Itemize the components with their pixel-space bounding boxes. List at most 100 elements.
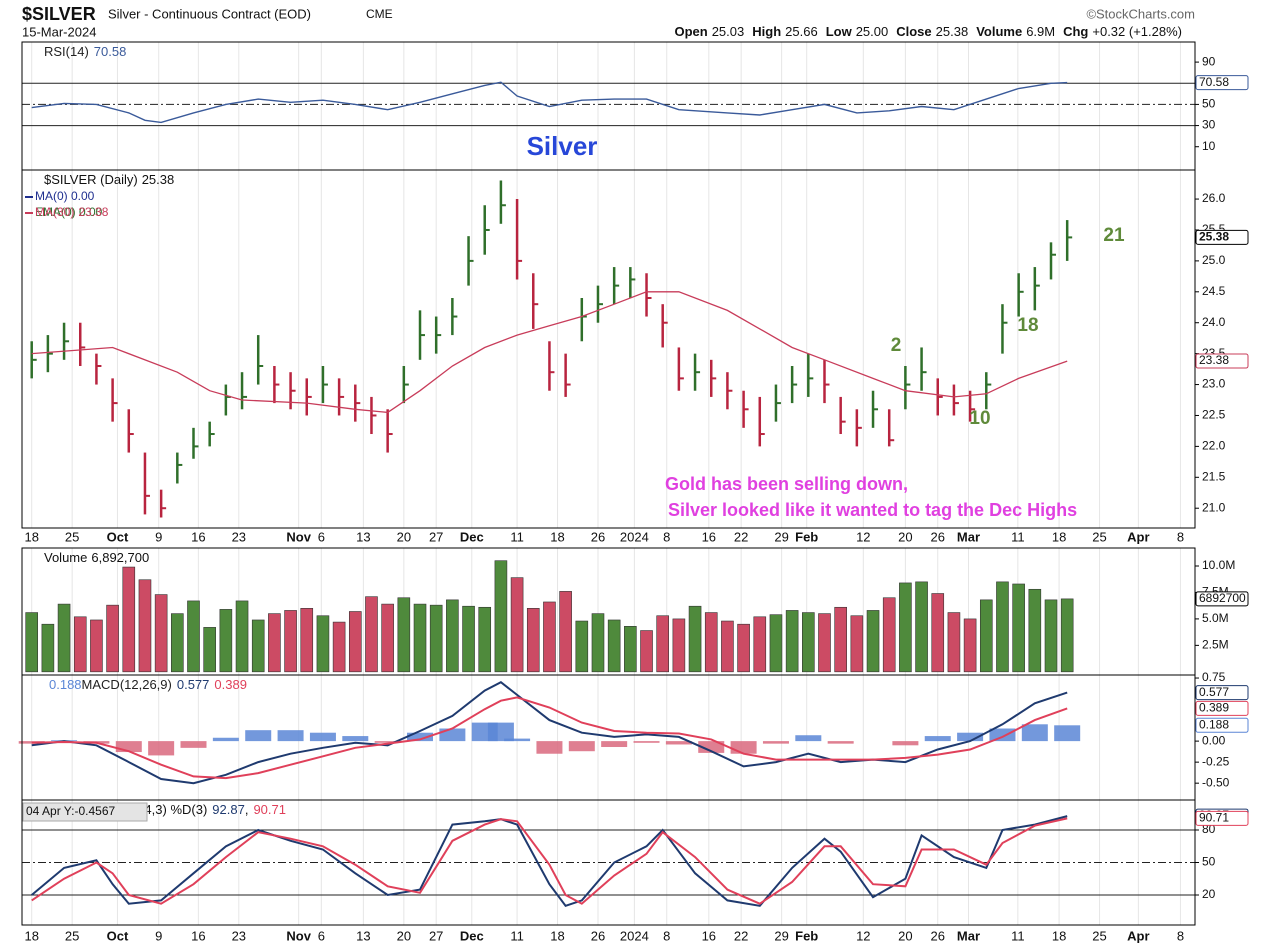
- x-tick-label: 16: [702, 928, 716, 943]
- volume-bar: [57, 603, 71, 673]
- histogram-bar: [309, 732, 336, 742]
- quote-value: 25.03: [712, 24, 745, 39]
- series-line: [31, 291, 1068, 414]
- histogram-bar: [568, 741, 595, 752]
- x-tick-label: 20: [397, 928, 411, 943]
- x-tick-label: Apr: [1127, 529, 1149, 544]
- y-tick-label: 90: [1202, 54, 1216, 68]
- y-tick-label: 26.0: [1202, 191, 1226, 205]
- histogram-bar: [827, 741, 854, 744]
- legend-name: RSI(14): [44, 44, 89, 59]
- x-tick-label: 27: [429, 529, 443, 544]
- x-tick-label: 29: [774, 529, 788, 544]
- value-tag-label: 0.389: [1199, 701, 1229, 715]
- legend-entry: EMA(0) 0.00: [35, 205, 103, 219]
- annotation: 21: [1103, 225, 1125, 246]
- value-tag: [1195, 700, 1249, 716]
- histogram-bar: [698, 741, 725, 753]
- histogram-bar: [957, 732, 984, 742]
- quote-value: 25.00: [856, 24, 889, 39]
- volume-bar: [187, 600, 200, 673]
- x-tick-label: Oct: [107, 529, 129, 544]
- value-tag: [1195, 353, 1249, 369]
- volume-bar: [656, 615, 670, 673]
- volume-bar: [268, 613, 281, 673]
- x-tick-label: 25: [1092, 529, 1106, 544]
- histogram-bar: [1021, 724, 1048, 742]
- histogram-bar: [212, 737, 239, 742]
- volume-bar: [316, 615, 330, 673]
- quote-label: Low: [826, 24, 853, 39]
- legend-entry: MA(0) 0.00: [35, 189, 95, 203]
- histogram-bar: [245, 730, 272, 742]
- quote-label: Open: [674, 24, 707, 39]
- quote: Open 25.03 High 25.66 Low 25.00 Close 25.38 Volu…: [674, 24, 1182, 39]
- x-tick-label: 18: [1052, 928, 1066, 943]
- y-tick-label: 50: [1202, 97, 1216, 111]
- volume-bar: [73, 616, 87, 673]
- histogram-bar: [407, 732, 434, 742]
- volume-bar: [785, 610, 799, 673]
- legend-value: 23.38: [78, 205, 108, 219]
- volume-bar: [1044, 599, 1058, 673]
- x-tick-label: 9: [155, 529, 162, 544]
- value-tag: [1195, 591, 1249, 607]
- y-tick-label: 22.0: [1202, 439, 1226, 453]
- volume-bar: [413, 603, 427, 673]
- volume-bar: [979, 599, 993, 673]
- x-tick-label: 26: [591, 928, 605, 943]
- x-tick-label: 20: [898, 529, 912, 544]
- x-tick-label: 11: [1011, 529, 1025, 544]
- volume-bar: [526, 608, 540, 673]
- exchange: CME: [366, 7, 393, 21]
- volume-bar: [251, 619, 265, 673]
- volume-bar: [90, 619, 103, 673]
- y-tick-label: 2.5M: [1202, 638, 1229, 652]
- x-tick-label: Mar: [957, 928, 980, 943]
- value-tag-label: 0.188: [1199, 717, 1229, 731]
- x-tick-label: 13: [356, 529, 370, 544]
- x-tick-label: 8: [1177, 928, 1184, 943]
- value-tag-label: 70.58: [1199, 75, 1229, 89]
- volume-bar: [494, 560, 508, 673]
- y-tick-label: 50: [1202, 855, 1216, 869]
- y-tick-label: 5.0M: [1202, 611, 1229, 625]
- histogram-bar: [924, 736, 951, 742]
- x-tick-label: 18: [1052, 529, 1066, 544]
- cursor-tooltip: [22, 802, 148, 822]
- volume-bar: [947, 612, 961, 673]
- y-tick-label: 0.00: [1202, 733, 1226, 747]
- x-tick-label: 27: [429, 928, 443, 943]
- x-tick-label: 8: [1177, 529, 1184, 544]
- x-tick-label: 18: [24, 928, 38, 943]
- volume-bar: [510, 577, 524, 673]
- x-tick-label: 16: [191, 928, 205, 943]
- volume-bar: [882, 597, 896, 673]
- series-line: [31, 817, 1068, 905]
- description: Silver - Continuous Contract (EOD): [108, 6, 311, 21]
- volume-bar: [41, 623, 55, 673]
- volume-bar: [332, 621, 346, 673]
- volume-bar: [203, 627, 216, 673]
- histogram-bar: [536, 741, 563, 754]
- volume-bar: [106, 604, 119, 673]
- histogram-bar: [487, 722, 514, 742]
- legend-value: 6,892,700: [91, 550, 149, 565]
- histogram-bar: [762, 741, 789, 744]
- histogram-bar: [892, 741, 919, 746]
- y-tick-label: 10.0M: [1202, 558, 1235, 572]
- legend-entry: $SILVER (Daily) 25.38: [44, 172, 174, 187]
- volume-bar: [866, 610, 880, 673]
- annotation: Gold has been selling down,: [665, 474, 908, 494]
- volume-bar: [446, 599, 459, 673]
- x-tick-label: 2024: [620, 928, 649, 943]
- volume-bar: [1028, 588, 1042, 673]
- x-tick-label: 29: [774, 928, 788, 943]
- y-tick-label: 21.0: [1202, 500, 1226, 514]
- histogram-bar: [633, 741, 660, 743]
- volume-bar: [25, 612, 39, 673]
- y-tick-label: 22.5: [1202, 408, 1226, 422]
- histogram-bar: [665, 741, 692, 745]
- value-tag: [1195, 75, 1249, 91]
